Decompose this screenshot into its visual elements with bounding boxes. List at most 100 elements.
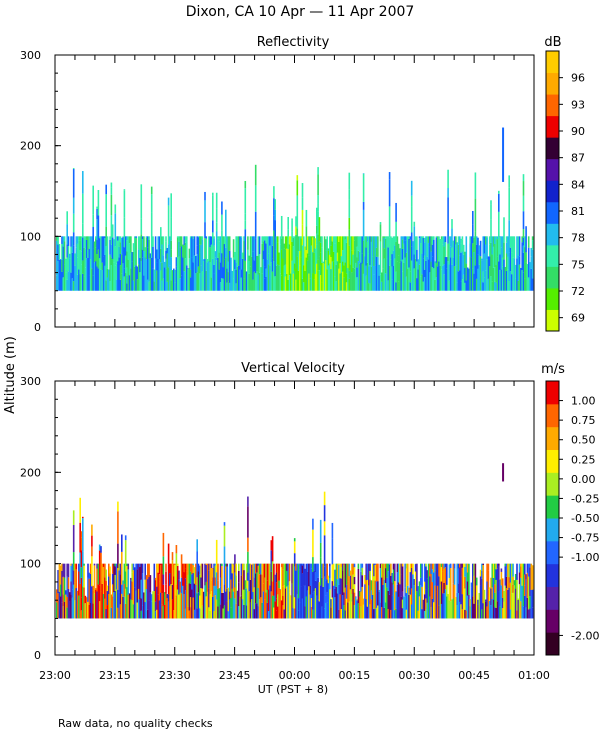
reflectivity-data-cell [228, 250, 231, 283]
velocity-data-cell [83, 587, 85, 619]
velocity-data-cell [200, 563, 202, 578]
reflectivity-data-cell [227, 236, 230, 262]
velocity-data-cell [390, 563, 392, 576]
velocity-data-cell [100, 552, 102, 581]
velocity-data-cell [390, 609, 392, 619]
velocity-data-cell [439, 563, 442, 585]
velocity-data-cell [310, 598, 313, 607]
velocity-data-cell [251, 564, 253, 569]
velocity-data-cell [161, 563, 163, 575]
velocity-data-cell [310, 563, 313, 569]
reflectivity-data-cell [221, 214, 223, 231]
velocity-data-cell [162, 605, 165, 619]
velocity-data-cell [312, 518, 314, 530]
reflectivity-data-cell [67, 236, 70, 246]
velocity-data-cell [184, 608, 187, 619]
reflectivity-colorbar-label: 78 [571, 232, 585, 245]
velocity-data-cell [479, 576, 482, 586]
velocity-data-cell [174, 563, 176, 566]
reflectivity-data-cell [474, 198, 477, 232]
velocity-data-cell [470, 582, 473, 588]
reflectivity-data-cell [435, 262, 438, 278]
reflectivity-data-cell [92, 248, 94, 276]
reflectivity-data-cell [117, 261, 119, 291]
reflectivity-data-cell [170, 217, 172, 241]
velocity-data-cell [351, 601, 353, 619]
reflectivity-data-cell [176, 268, 179, 291]
reflectivity-data-cell [410, 246, 413, 261]
reflectivity-data-cell [186, 236, 188, 242]
velocity-data-cell [158, 600, 161, 619]
reflectivity-data-cell [378, 275, 380, 291]
velocity-data-cell [119, 574, 122, 605]
reflectivity-data-cell [334, 276, 336, 291]
velocity-data-cell [144, 579, 146, 603]
reflectivity-data-cell [339, 273, 341, 291]
reflectivity-data-cell [469, 243, 471, 258]
reflectivity-data-cell [213, 238, 215, 246]
reflectivity-data-cell [174, 269, 176, 283]
velocity-data-cell [349, 589, 352, 619]
reflectivity-data-cell [262, 250, 265, 260]
velocity-data-cell [206, 591, 209, 619]
velocity-data-cell [240, 563, 243, 576]
velocity-data-cell [387, 590, 390, 609]
velocity-data-cell [418, 596, 421, 619]
reflectivity-data-cell [392, 265, 395, 291]
reflectivity-data-cell [96, 208, 98, 220]
reflectivity-data-cell [443, 236, 445, 247]
velocity-data-cell [371, 580, 374, 595]
reflectivity-data-cell [114, 213, 117, 222]
reflectivity-data-cell [72, 232, 75, 246]
velocity-data-cell [209, 610, 211, 619]
reflectivity-data-cell [387, 280, 390, 291]
velocity-data-cell [275, 563, 278, 573]
reflectivity-data-cell [239, 236, 241, 254]
velocity-data-cell [501, 578, 504, 580]
reflectivity-data-cell [228, 236, 231, 251]
velocity-data-cell [144, 563, 146, 580]
reflectivity-data [56, 127, 534, 291]
velocity-data-cell [196, 608, 198, 619]
reflectivity-data-cell [65, 258, 67, 273]
reflectivity-data-cell [490, 276, 492, 291]
velocity-data-cell [466, 581, 469, 596]
velocity-data-cell [204, 563, 206, 586]
reflectivity-data-cell [235, 236, 237, 263]
reflectivity-data-cell [253, 271, 256, 291]
velocity-data-cell [221, 592, 223, 619]
velocity-data-cell [524, 563, 526, 575]
reflectivity-data-cell [130, 252, 132, 269]
reflectivity-data-cell [511, 274, 513, 291]
velocity-data-cell [137, 599, 140, 619]
velocity-data-cell [319, 557, 322, 575]
reflectivity-data-cell [78, 240, 80, 270]
reflectivity-data-cell [362, 173, 365, 202]
velocity-data-cell [492, 577, 495, 600]
velocity-data-cell [243, 570, 245, 590]
velocity-data-cell [270, 550, 273, 572]
reflectivity-data-cell [145, 237, 148, 260]
velocity-data-cell [260, 597, 262, 619]
reflectivity-data-cell [252, 279, 254, 291]
reflectivity-data-cell [197, 237, 200, 267]
reflectivity-data-cell [443, 274, 445, 291]
velocity-data-cell [275, 598, 278, 611]
velocity-data-cell [275, 610, 278, 619]
reflectivity-data-cell [482, 236, 484, 261]
velocity-data-cell [520, 601, 522, 619]
velocity-data-cell [171, 560, 174, 585]
velocity-data-cell [101, 563, 104, 584]
velocity-data-cell [435, 591, 438, 619]
reflectivity-colorbar-swatch [546, 287, 559, 310]
reflectivity-data-cell [517, 236, 520, 256]
velocity-data-cell [495, 579, 497, 608]
velocity-data-cell [269, 585, 271, 619]
velocity-data-cell [417, 610, 419, 619]
velocity-data-cell [114, 574, 117, 591]
velocity-data-cell [423, 594, 426, 612]
reflectivity-data-cell [422, 236, 425, 238]
reflectivity-data-cell [270, 262, 273, 291]
reflectivity-data-cell [319, 265, 322, 276]
